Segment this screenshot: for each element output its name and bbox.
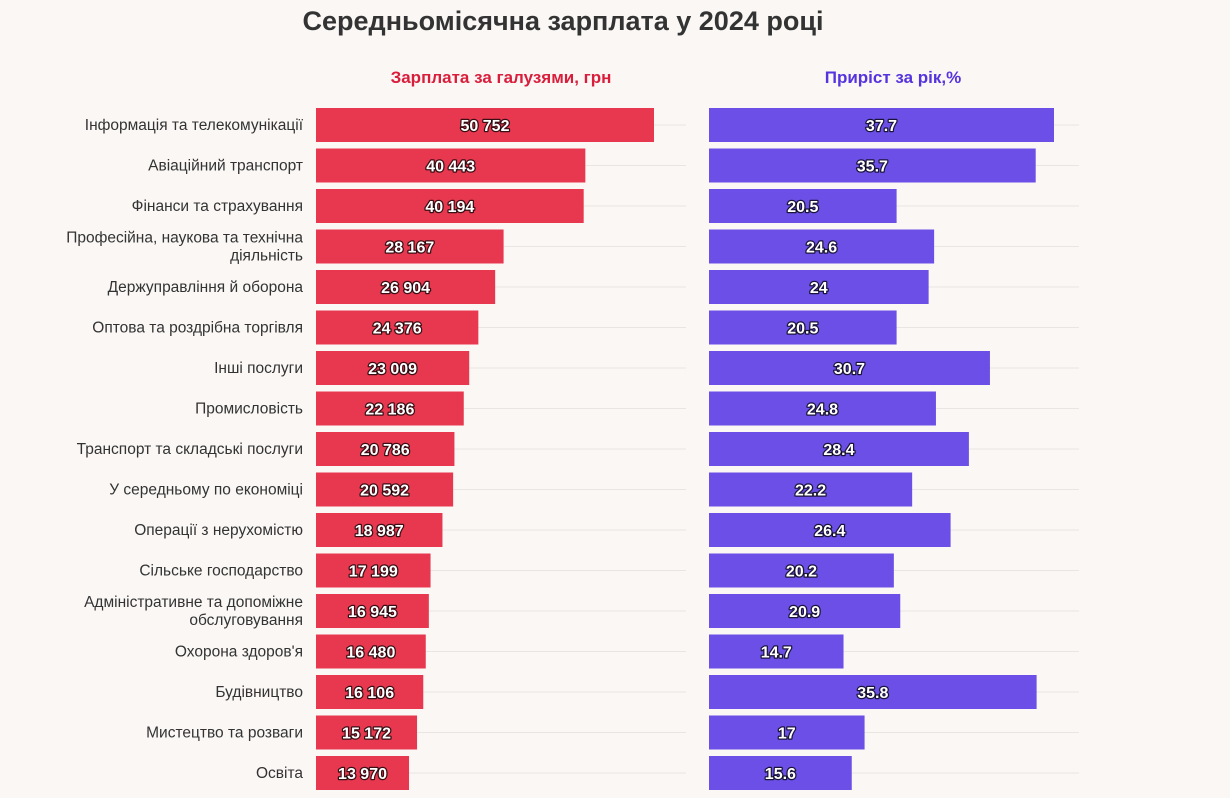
salary-bar [316, 472, 454, 507]
growth-bar [709, 148, 1036, 183]
salary-bar [316, 715, 418, 750]
salary-value-label: 16 106 [345, 685, 394, 702]
growth-bar [709, 189, 897, 223]
growth-value-label: 35.8 [857, 685, 888, 702]
growth-bar [709, 756, 852, 790]
salary-bar [316, 310, 479, 345]
growth-bar [709, 108, 1054, 142]
growth-bar [709, 472, 913, 507]
growth-value-label: 30.7 [834, 361, 865, 378]
category-label: Транспорт та складські послуги [77, 441, 303, 458]
salary-value-label: 23 009 [368, 361, 417, 378]
salary-value-label: 16 945 [348, 604, 397, 621]
growth-value-label: 20.2 [786, 564, 817, 581]
salary-bar [316, 634, 426, 669]
growth-bar [709, 351, 990, 385]
growth-bar [709, 513, 951, 547]
salary-value-label: 15 172 [342, 726, 391, 743]
salary-value-label: 16 480 [346, 645, 395, 662]
growth-bar [709, 675, 1037, 709]
category-label: Промисловість [195, 401, 303, 418]
salary-bar [316, 351, 470, 385]
growth-bar [709, 229, 935, 264]
chart-title: Середньомісячна зарплата у 2024 році [302, 6, 824, 36]
growth-bar [709, 432, 969, 466]
growth-bar [709, 310, 897, 345]
growth-bar [709, 553, 894, 588]
growth-bar [709, 391, 936, 426]
growth-bar [709, 594, 901, 628]
salary-bar [316, 594, 429, 628]
category-label: Мистецтво та розваги [146, 725, 303, 742]
category-label: Адміністративне та допоміжне обслуговуван… [84, 594, 303, 629]
salary-value-label: 20 592 [360, 483, 409, 500]
salary-value-label: 40 194 [425, 199, 474, 216]
category-label: Держуправління й оборона [108, 279, 304, 296]
growth-bar [709, 270, 929, 304]
salary-bar [316, 108, 654, 142]
salary-bar [316, 553, 431, 588]
category-label: Професійна, наукова та технічна діяльніст… [66, 230, 303, 265]
salary-value-label: 18 987 [355, 523, 404, 540]
growth-value-label: 14.7 [761, 645, 792, 662]
salary-value-label: 28 167 [385, 240, 434, 257]
growth-value-label: 28.4 [823, 442, 854, 459]
salary-bar [316, 189, 584, 223]
salary-bar [316, 675, 424, 709]
growth-value-label: 20.9 [789, 604, 820, 621]
salary-value-label: 40 443 [426, 159, 475, 176]
growth-value-label: 20.5 [787, 199, 818, 216]
growth-value-label: 37.7 [866, 118, 897, 135]
growth-value-label: 17 [778, 726, 796, 743]
salary-value-label: 20 786 [361, 442, 410, 459]
salary-bar [316, 391, 464, 426]
category-label: Будівництво [215, 684, 303, 701]
salary-value-label: 26 904 [381, 280, 430, 297]
salary-panel-header: Зарплата за галузями, грн [390, 68, 612, 87]
category-label: У середньому по економіці [109, 482, 303, 499]
salary-value-label: 13 970 [338, 766, 387, 783]
salary-bar [316, 270, 496, 304]
salary-bar [316, 756, 410, 790]
category-label: Оптова та роздрібна торгівля [92, 320, 303, 337]
category-label: Інші послуги [214, 360, 303, 377]
growth-bar [709, 715, 865, 750]
growth-value-label: 22.2 [795, 483, 826, 500]
category-label: Операції з нерухомістю [134, 522, 303, 539]
salary-bar [316, 229, 504, 264]
growth-value-label: 20.5 [787, 321, 818, 338]
category-label: Охорона здоров'я [175, 644, 303, 661]
salary-value-label: 24 376 [373, 321, 422, 338]
growth-value-label: 15.6 [765, 766, 796, 783]
growth-value-label: 26.4 [814, 523, 845, 540]
category-label: Авіаційний транспорт [148, 158, 303, 175]
category-label: Освіта [256, 765, 303, 782]
growth-value-label: 24 [810, 280, 828, 297]
salary-bar [316, 513, 443, 547]
growth-panel-header: Приріст за рік,% [824, 68, 962, 87]
salary-value-label: 22 186 [365, 402, 414, 419]
growth-value-label: 24.6 [806, 240, 837, 257]
growth-value-label: 24.8 [807, 402, 838, 419]
salary-bar [316, 432, 455, 466]
category-label: Інформація та телекомунікації [85, 117, 304, 134]
category-label: Сільське господарство [139, 563, 303, 580]
salary-bar [316, 148, 586, 183]
category-label: Фінанси та страхування [132, 198, 303, 215]
growth-bar [709, 634, 844, 669]
salary-value-label: 50 752 [461, 118, 510, 135]
salary-value-label: 17 199 [349, 564, 398, 581]
growth-value-label: 35.7 [857, 159, 888, 176]
